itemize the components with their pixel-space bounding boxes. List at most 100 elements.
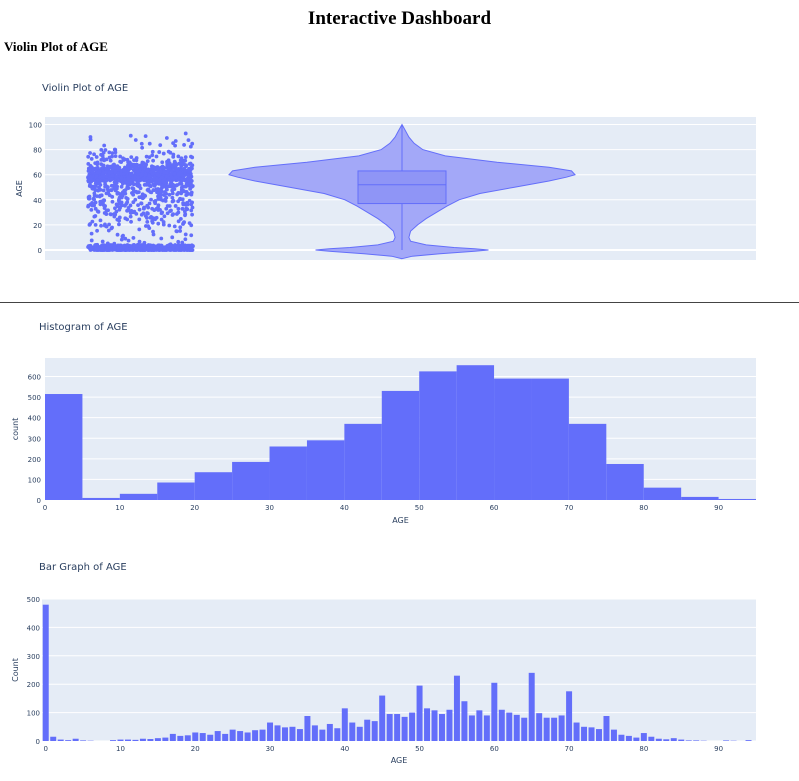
data-point (129, 155, 133, 159)
bar-graph-chart[interactable]: Bar Graph of AGE 0 100 200 300 400 500 0 10 20 30 4… (0, 546, 799, 778)
data-point (152, 188, 156, 192)
data-point (189, 233, 193, 237)
page-title: Interactive Dashboard (0, 8, 799, 30)
x-tick-label: 80 (639, 745, 648, 753)
count-bar (312, 725, 318, 741)
data-point (136, 203, 140, 207)
data-point (147, 189, 151, 193)
data-point (105, 225, 109, 229)
count-bar (125, 740, 131, 741)
data-point (138, 184, 142, 188)
data-point (176, 240, 180, 244)
data-point (138, 208, 142, 212)
x-tick-label: 40 (340, 504, 349, 512)
data-point (147, 248, 151, 252)
data-point (152, 182, 156, 186)
x-tick-label: 0 (44, 745, 48, 753)
data-point (182, 220, 186, 224)
data-point (162, 152, 166, 156)
data-point (133, 198, 137, 202)
y-axis-label: AGE (15, 180, 24, 197)
data-point (171, 247, 175, 251)
data-point (142, 193, 146, 197)
count-bar (686, 740, 692, 741)
data-point (173, 172, 177, 176)
data-point (190, 213, 194, 217)
data-point (95, 194, 99, 198)
data-point (144, 224, 148, 228)
x-axis-label: AGE (392, 516, 409, 525)
data-point (129, 220, 133, 224)
data-point (145, 220, 149, 224)
data-point (184, 233, 188, 237)
data-point (94, 243, 98, 247)
count-bar (349, 723, 355, 741)
count-bar (222, 734, 228, 741)
data-point (144, 163, 148, 167)
data-point (126, 166, 130, 170)
data-point (170, 235, 174, 239)
histogram-bar (419, 371, 456, 500)
count-bar (596, 729, 602, 741)
histogram-bar (195, 472, 232, 500)
count-bar (132, 740, 138, 741)
x-tick-label: 10 (116, 745, 125, 753)
data-point (178, 197, 182, 201)
data-point (129, 215, 133, 219)
data-point (187, 168, 191, 172)
data-point (86, 162, 90, 166)
data-point (175, 230, 179, 234)
data-point (93, 214, 97, 218)
data-point (91, 187, 95, 191)
histogram-chart[interactable]: Histogram of AGE 0 100 200 300 400 500 600 0 10 20… (0, 306, 799, 530)
data-point (118, 216, 122, 220)
data-point (178, 171, 182, 175)
data-point (190, 163, 194, 167)
y-tick-label: 40 (33, 197, 42, 205)
violin-chart[interactable]: Violin Plot of AGE 0 20 40 60 80 100 AGE (0, 66, 799, 286)
x-tick-label: 50 (415, 504, 424, 512)
data-point (112, 186, 116, 190)
data-point (181, 201, 185, 205)
count-bar (237, 731, 243, 741)
data-point (160, 210, 164, 214)
x-tick-label: 30 (266, 745, 275, 753)
data-point (90, 232, 94, 236)
y-tick-label: 100 (27, 710, 40, 718)
data-point (135, 163, 139, 167)
data-point (157, 150, 161, 154)
data-point (113, 206, 117, 210)
data-point (102, 163, 106, 167)
data-point (88, 195, 92, 199)
count-bar (185, 735, 191, 741)
data-point (137, 195, 141, 199)
count-bar (417, 686, 423, 741)
data-point (127, 239, 131, 243)
section-divider (0, 302, 799, 303)
chart-title: Violin Plot of AGE (42, 83, 128, 94)
data-point (114, 154, 118, 158)
data-point (166, 211, 170, 215)
count-bar (43, 605, 49, 741)
data-point (145, 183, 149, 187)
data-point (140, 213, 144, 217)
data-point (167, 224, 171, 228)
data-point (137, 218, 141, 222)
data-point (153, 247, 157, 251)
data-point (139, 173, 143, 177)
data-point (191, 184, 195, 188)
data-point (168, 193, 172, 197)
chart-title: Bar Graph of AGE (39, 562, 127, 573)
data-point (107, 171, 111, 175)
data-point (95, 162, 99, 166)
data-point (182, 143, 186, 147)
x-tick-label: 90 (714, 745, 723, 753)
y-tick-label: 100 (28, 476, 41, 484)
data-point (158, 248, 162, 252)
data-point (113, 148, 117, 152)
count-bar (387, 714, 393, 741)
data-point (167, 150, 171, 154)
histogram-bar (644, 488, 681, 500)
count-bar (50, 737, 56, 741)
count-bar (140, 739, 146, 741)
